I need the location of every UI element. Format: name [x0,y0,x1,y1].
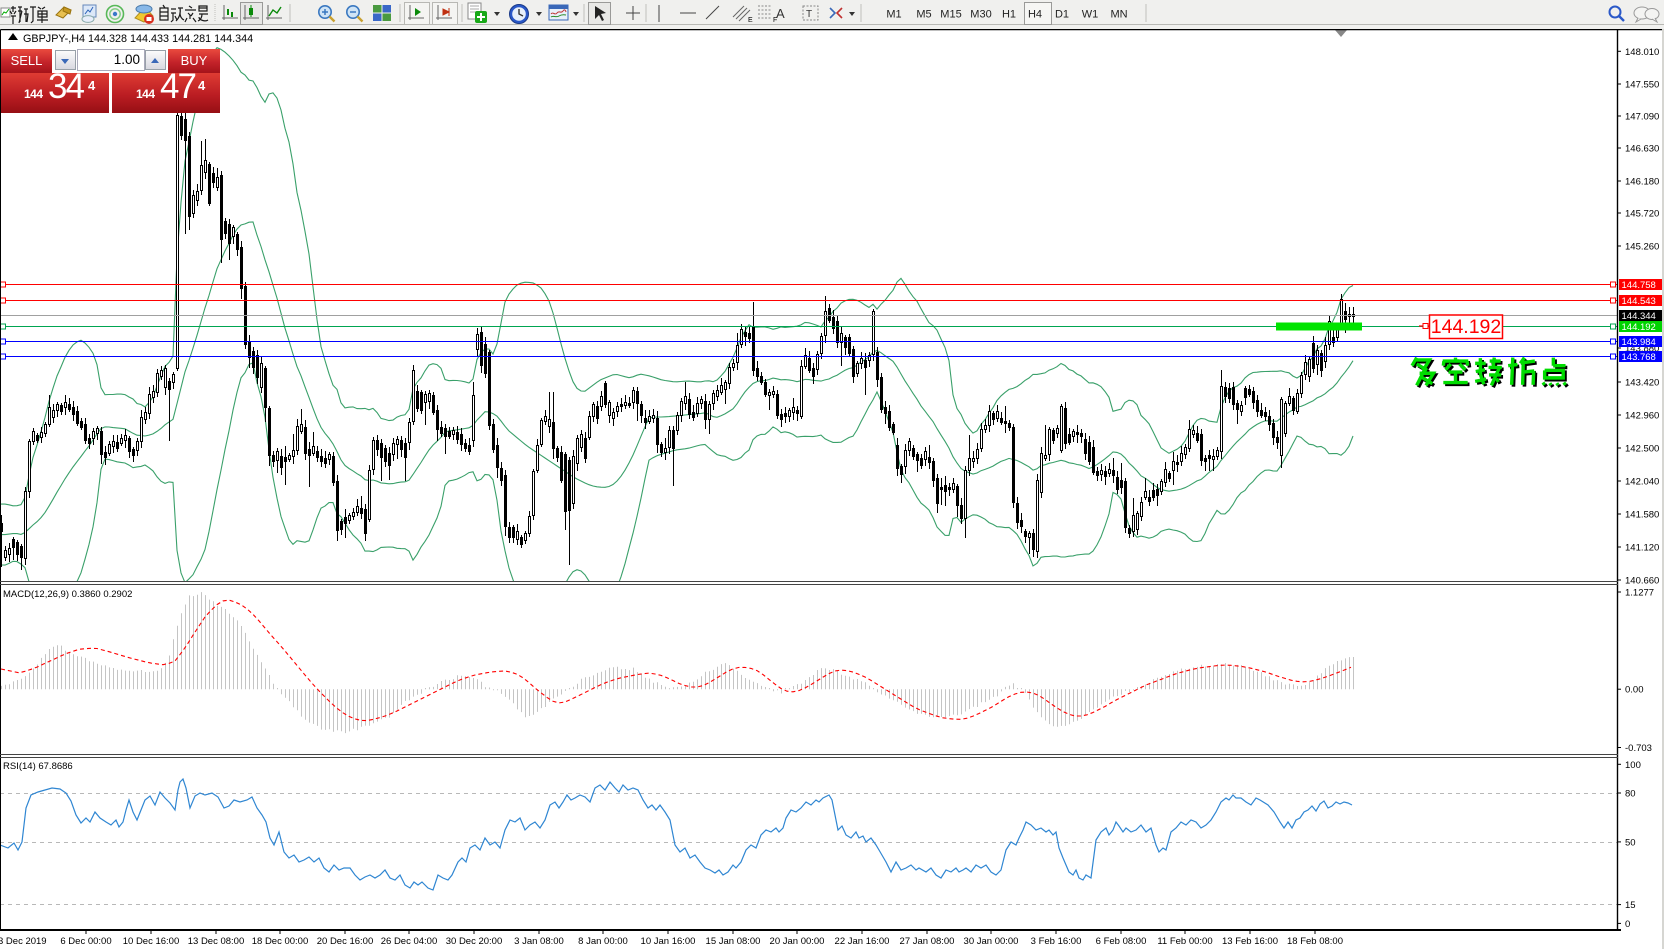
svg-text:T: T [806,9,812,20]
svg-text:GBPJPY-,H4 144.328 144.433 14: GBPJPY-,H4 144.328 144.433 144.281 144.3… [23,33,253,45]
svg-text:0: 0 [1625,919,1630,930]
svg-text:20 Jan 00:00: 20 Jan 00:00 [770,936,825,947]
svg-text:142.040: 142.040 [1625,477,1659,488]
svg-text:8 Jan 00:00: 8 Jan 00:00 [578,936,628,947]
svg-text:142.960: 142.960 [1625,411,1659,422]
svg-text:26 Dec 04:00: 26 Dec 04:00 [381,936,438,947]
svg-text:146.180: 146.180 [1625,177,1659,188]
svg-text:50: 50 [1625,837,1636,848]
svg-text:10 Jan 16:00: 10 Jan 16:00 [641,936,696,947]
svg-text:20 Dec 16:00: 20 Dec 16:00 [317,936,374,947]
svg-text:144.758: 144.758 [1622,280,1656,291]
svg-text:13 Feb 16:00: 13 Feb 16:00 [1222,936,1278,947]
svg-text:MACD(12,26,9) 0.3860 0.2902: MACD(12,26,9) 0.3860 0.2902 [3,589,132,600]
svg-text:143.420: 143.420 [1625,378,1659,389]
svg-text:144.192: 144.192 [1431,316,1502,338]
svg-text:145.720: 145.720 [1625,209,1659,220]
svg-text:30 Dec 20:00: 30 Dec 20:00 [446,936,503,947]
svg-text:80: 80 [1625,789,1636,800]
svg-text:145.260: 145.260 [1625,242,1659,253]
svg-text:3 Feb 16:00: 3 Feb 16:00 [1031,936,1082,947]
svg-text:A: A [776,6,785,21]
svg-text:F: F [773,17,777,24]
svg-text:30 Jan 00:00: 30 Jan 00:00 [964,936,1019,947]
svg-text:H1: H1 [1002,9,1016,21]
svg-text:6 Dec 00:00: 6 Dec 00:00 [60,936,111,947]
svg-text:6 Feb 08:00: 6 Feb 08:00 [1096,936,1147,947]
svg-text:0.00: 0.00 [1625,685,1644,696]
svg-text:15 Jan 08:00: 15 Jan 08:00 [706,936,761,947]
svg-text:140.660: 140.660 [1625,576,1659,587]
svg-text:RSI(14) 67.8686: RSI(14) 67.8686 [3,761,73,772]
svg-text:146.630: 146.630 [1625,144,1659,155]
svg-text:M5: M5 [916,9,931,21]
svg-text:M30: M30 [970,9,991,21]
svg-text:143.768: 143.768 [1622,352,1656,363]
svg-text:H4: H4 [1028,9,1042,21]
svg-text:144.192: 144.192 [1622,322,1656,333]
svg-text:144.344: 144.344 [1622,311,1656,322]
svg-text:147.550: 147.550 [1625,80,1659,91]
svg-text:3 Dec 2019: 3 Dec 2019 [0,936,47,947]
svg-text:141.580: 141.580 [1625,510,1659,521]
svg-text:18 Dec 00:00: 18 Dec 00:00 [252,936,309,947]
svg-text:D1: D1 [1055,9,1069,21]
svg-text:148.010: 148.010 [1625,47,1659,58]
svg-text:142.500: 142.500 [1625,444,1659,455]
svg-text:141.120: 141.120 [1625,543,1659,554]
svg-text:143.880: 143.880 [1625,344,1659,355]
svg-text:E: E [748,17,753,24]
svg-text:27 Jan 08:00: 27 Jan 08:00 [900,936,955,947]
svg-text:22 Jan 16:00: 22 Jan 16:00 [835,936,890,947]
svg-text:147.090: 147.090 [1625,112,1659,123]
svg-text:18 Feb 08:00: 18 Feb 08:00 [1287,936,1343,947]
svg-text:143.984: 143.984 [1622,337,1656,348]
svg-text:15: 15 [1625,900,1636,911]
svg-text:13 Dec 08:00: 13 Dec 08:00 [188,936,245,947]
svg-text:W1: W1 [1082,9,1099,21]
svg-text:-0.703: -0.703 [1625,743,1652,754]
svg-text:M1: M1 [886,9,901,21]
svg-text:M15: M15 [940,9,961,21]
svg-text:11 Feb 00:00: 11 Feb 00:00 [1157,936,1212,947]
svg-text:144.543: 144.543 [1622,296,1656,307]
svg-text:100: 100 [1625,760,1641,771]
svg-text:3 Jan 08:00: 3 Jan 08:00 [514,936,564,947]
svg-text:MN: MN [1110,9,1127,21]
svg-text:10 Dec 16:00: 10 Dec 16:00 [123,936,180,947]
svg-text:1.1277: 1.1277 [1625,588,1654,599]
